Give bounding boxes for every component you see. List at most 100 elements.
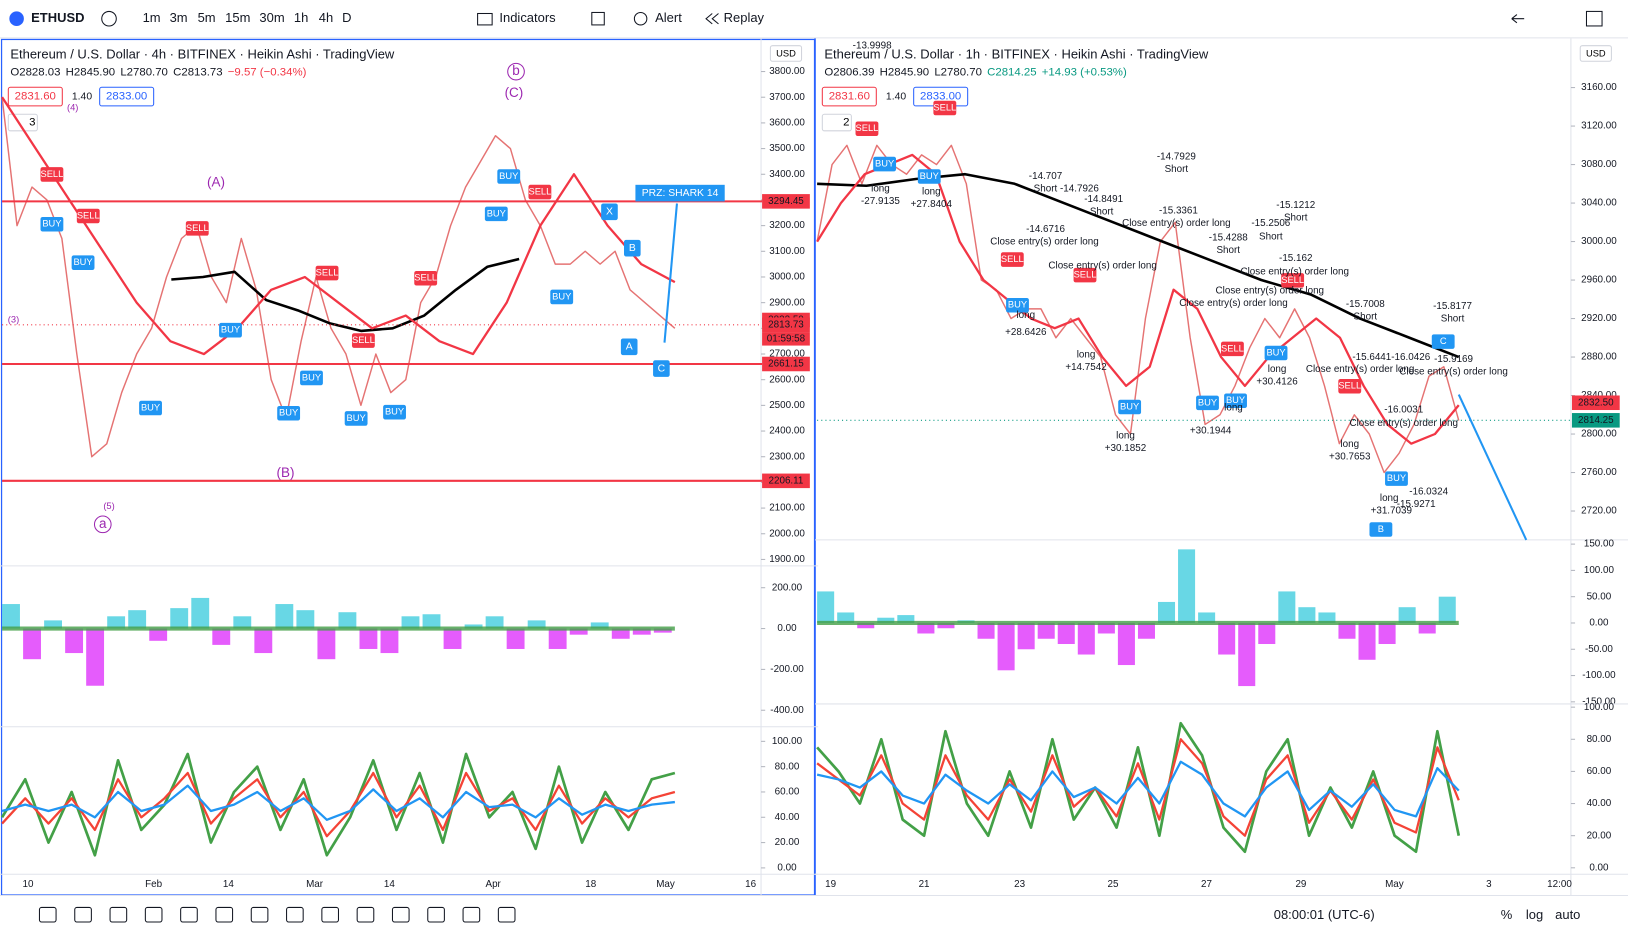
currency-box[interactable] [769, 45, 803, 62]
histogram-bar [877, 617, 895, 623]
x-tick-label: May [656, 879, 675, 890]
interval[interactable]: 1h [294, 10, 308, 25]
signal: C [1440, 336, 1447, 346]
ohlc-value: O2828.03 [10, 67, 60, 79]
signal: BUY [347, 413, 367, 423]
indicators[interactable]: Indicators [499, 10, 556, 25]
histogram-bar [1218, 622, 1236, 655]
strategy-annotation: -14.707 [1029, 171, 1062, 182]
strategy-annotation: Short [1259, 231, 1283, 242]
drawing-tool[interactable] [250, 906, 269, 923]
alert-icon[interactable] [633, 11, 648, 26]
countdown: 01:59:58 [767, 333, 806, 344]
symbol[interactable]: ETHUSD [31, 10, 84, 25]
interval[interactable]: 3m [170, 10, 188, 25]
drawing-tool[interactable] [321, 906, 339, 923]
drawing-tool[interactable] [109, 906, 128, 923]
level-label-box [762, 473, 810, 489]
percent-toggle[interactable]: % [1501, 907, 1513, 922]
signal-box [497, 169, 521, 184]
histogram-bar [212, 628, 231, 645]
strategy-annotation: Close entry(s) order long [1399, 366, 1508, 377]
strategy-annotation: +30.1944 [1190, 425, 1232, 436]
indicator-toggle[interactable] [821, 113, 852, 132]
signal: SELL [77, 210, 100, 220]
drawing-tool[interactable] [427, 906, 445, 923]
y-tick-label: 3120.00 [1581, 121, 1617, 132]
interval[interactable]: 30m [259, 10, 284, 25]
currency[interactable]: USD [776, 48, 796, 58]
wave-label: (C) [505, 85, 524, 100]
symbol-icon[interactable] [9, 11, 24, 26]
add-symbol[interactable] [101, 10, 117, 27]
drawing-tool[interactable] [180, 906, 198, 923]
auto-toggle[interactable]: auto [1555, 907, 1580, 922]
currency[interactable]: USD [1586, 48, 1606, 58]
bid: 2831.60 [829, 91, 870, 103]
strategy-annotation: -15.3361 [1159, 205, 1198, 216]
signal: B [1378, 524, 1384, 534]
histogram-bar [632, 628, 651, 635]
interval[interactable]: 1m [143, 10, 161, 25]
histogram-bar [1057, 622, 1075, 645]
signal-box [917, 169, 941, 184]
signal: BUY [1198, 397, 1218, 407]
drawing-tool[interactable] [38, 906, 57, 923]
drawing-tool[interactable] [356, 906, 375, 923]
x-tick-label: 23 [1014, 879, 1025, 890]
drawing-tool[interactable] [462, 906, 481, 923]
prz-label: PRZ: SHARK 14 [642, 188, 719, 199]
signal-box [277, 405, 301, 421]
y-tick-label: 20.00 [775, 837, 800, 848]
log-toggle[interactable]: log [1526, 907, 1543, 922]
histogram-bar [837, 612, 855, 623]
drawing-tool[interactable] [497, 906, 516, 923]
replay[interactable]: Replay [724, 10, 765, 25]
signal: BUY [141, 403, 161, 413]
signal-box [315, 265, 339, 281]
histogram-bar [170, 608, 189, 629]
signal-box [351, 333, 375, 348]
currency-box[interactable] [1579, 45, 1612, 62]
level-label: 3294.45 [768, 196, 804, 207]
signal: SELL [856, 123, 879, 133]
strategy-annotation: Short [1165, 164, 1189, 175]
undo[interactable] [1511, 14, 1525, 24]
histogram-bar [1298, 607, 1316, 623]
strategy-annotation: Short [1354, 311, 1378, 322]
oscillator-line [816, 760, 1460, 818]
drawing-tool[interactable] [391, 906, 410, 923]
indicators-icon[interactable] [477, 12, 493, 26]
strategy-annotation: -15.4288 [1209, 232, 1248, 243]
signal: SELL [933, 102, 956, 112]
drawing-tool[interactable] [74, 906, 92, 923]
price-label-box [762, 317, 810, 333]
alert[interactable]: Alert [655, 10, 682, 25]
histogram-bar [380, 628, 399, 654]
drawing-tool[interactable] [286, 906, 304, 923]
drawing-tool[interactable] [144, 906, 163, 923]
layout-toggle[interactable] [1585, 10, 1603, 27]
layout-icon[interactable] [591, 11, 605, 26]
y-tick-label: 3200.00 [769, 220, 805, 231]
interval[interactable]: 4h [319, 10, 333, 25]
wave-label: (5) [103, 501, 114, 511]
signal-box [414, 270, 438, 286]
drawing-tool[interactable] [215, 906, 234, 923]
y-tick-label: -150.00 [1582, 696, 1616, 707]
strategy-annotation: +30.7653 [1329, 451, 1371, 462]
y-tick-label: 3000.00 [1581, 236, 1617, 247]
indicator-count[interactable]: 2 [843, 117, 849, 129]
interval[interactable]: D [342, 10, 351, 25]
signal-box [1224, 393, 1247, 409]
histogram-bar [1438, 596, 1456, 623]
interval[interactable]: 5m [198, 10, 216, 25]
signal: BUY [487, 208, 507, 218]
interval[interactable]: 15m [225, 10, 250, 25]
histogram-bar [937, 622, 955, 629]
signal: BUY [920, 171, 940, 181]
ohlc-value: O2806.39 [824, 67, 874, 79]
replay-icon[interactable] [705, 13, 719, 25]
indicator-count[interactable]: 3 [29, 117, 35, 129]
x-tick-label: Apr [486, 879, 502, 890]
